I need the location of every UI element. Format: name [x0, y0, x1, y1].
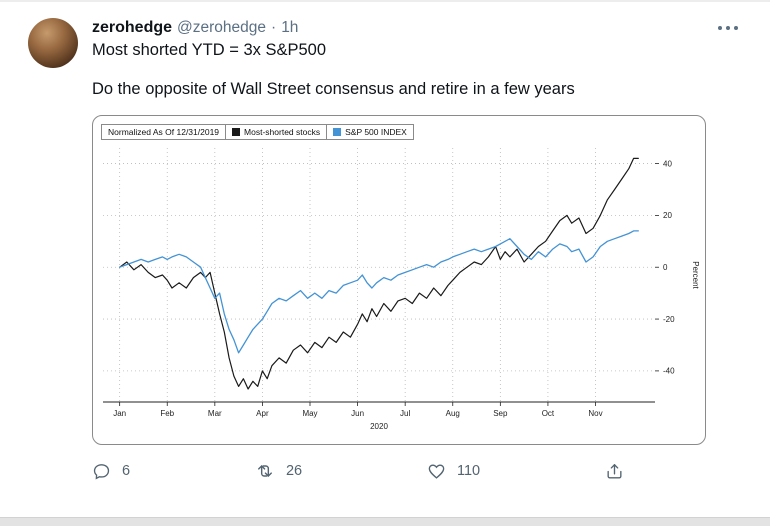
svg-text:Sep: Sep [493, 409, 508, 418]
avatar[interactable] [28, 18, 78, 68]
tweet: zerohedge @zerohedge · 1h Most shorted Y… [0, 2, 770, 481]
retweet-icon [257, 465, 272, 477]
separator-dot: · [271, 19, 277, 36]
svg-text:0: 0 [663, 263, 668, 272]
like-button[interactable]: 110 [427, 462, 480, 481]
like-count: 110 [456, 463, 481, 479]
svg-text:Jan: Jan [113, 409, 126, 418]
sp500-swatch [333, 128, 342, 136]
svg-text:Apr: Apr [256, 409, 269, 418]
svg-text:2020: 2020 [370, 422, 388, 431]
svg-text:Mar: Mar [208, 409, 222, 418]
author-name[interactable]: zerohedge [92, 19, 173, 36]
share-button[interactable] [605, 462, 624, 481]
svg-text:-40: -40 [663, 367, 675, 376]
svg-text:Percent: Percent [691, 261, 699, 289]
plot-area: 40 20 0 -20 -40 Jan Feb Mar Apr May Jun Jul Aug Sep Oc… [97, 122, 700, 443]
svg-text:-20: -20 [663, 315, 675, 324]
retweet-button[interactable]: 26 [255, 461, 302, 481]
more-button[interactable] [714, 24, 742, 32]
legend-most-shorted: Most-shorted stocks [225, 125, 326, 139]
next-item-divider [0, 517, 770, 526]
tweet-content: zerohedge @zerohedge · 1h Most shorted Y… [92, 18, 742, 481]
tweet-header: zerohedge @zerohedge · 1h [92, 18, 742, 38]
svg-text:Jul: Jul [400, 409, 410, 418]
timestamp[interactable]: 1h [281, 19, 299, 36]
svg-text:Aug: Aug [446, 409, 460, 418]
tweet-text-line1: Most shorted YTD = 3x S&P500 [92, 41, 327, 59]
chart-image[interactable]: Normalized As Of 12/31/2019 Most-shorted… [92, 115, 706, 445]
legend-most-shorted-text: Most-shorted stocks [244, 127, 321, 137]
legend-normalized-label: Normalized As Of 12/31/2019 [102, 125, 225, 139]
reply-button[interactable]: 6 [92, 462, 130, 481]
tweet-text-line2: Do the opposite of Wall Street consensus… [92, 80, 575, 98]
legend-sp500: S&P 500 INDEX [326, 125, 413, 139]
chart-legend: Normalized As Of 12/31/2019 Most-shorted… [101, 124, 414, 140]
svg-text:Jun: Jun [351, 409, 364, 418]
share-icon [607, 463, 622, 479]
svg-text:Nov: Nov [588, 409, 602, 418]
legend-normalized-text: Normalized As Of 12/31/2019 [108, 127, 220, 137]
svg-text:40: 40 [663, 159, 672, 168]
retweet-count: 26 [285, 463, 303, 479]
svg-text:Oct: Oct [542, 409, 555, 418]
tweet-actions: 6 26 110 [92, 461, 624, 481]
line-chart: 40 20 0 -20 -40 Jan Feb Mar Apr May Jun Jul Aug Sep Oc… [103, 148, 700, 431]
legend-sp500-text: S&P 500 INDEX [345, 127, 407, 137]
svg-text:Feb: Feb [160, 409, 174, 418]
svg-text:May: May [302, 409, 317, 418]
heart-icon [428, 463, 445, 479]
author-handle[interactable]: @zerohedge [177, 19, 267, 36]
most-shorted-swatch [232, 128, 241, 136]
svg-text:20: 20 [663, 211, 672, 220]
reply-icon [93, 463, 110, 479]
reply-count: 6 [122, 463, 131, 479]
